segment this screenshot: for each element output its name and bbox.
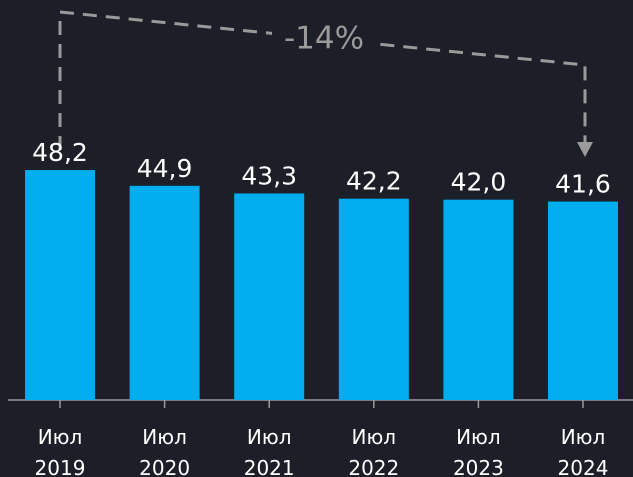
- x-tick-label: Июл 2019: [34, 425, 86, 477]
- value-label: 41,6: [555, 170, 611, 199]
- bar: [443, 199, 514, 400]
- annotation: -14%: [284, 21, 364, 57]
- value-label: 42,2: [346, 167, 402, 196]
- x-tick-label: Июл 2020: [139, 425, 191, 477]
- x-tick-label: Июл 2022: [348, 425, 400, 477]
- value-label: 42,0: [451, 168, 507, 197]
- bar: [338, 198, 409, 400]
- bar: [129, 185, 200, 400]
- value-label: 43,3: [241, 161, 297, 190]
- arrow-head: [577, 142, 593, 157]
- value-label: 48,2: [32, 138, 88, 167]
- bar: [234, 193, 305, 400]
- x-tick-label: Июл 2024: [557, 425, 609, 477]
- bar: [548, 201, 618, 400]
- bar: [25, 170, 95, 400]
- value-label: 44,9: [137, 154, 193, 183]
- annotation-bg: [272, 18, 376, 60]
- x-tick-label: Июл 2023: [452, 425, 504, 477]
- x-tick-label: Июл 2021: [243, 425, 295, 477]
